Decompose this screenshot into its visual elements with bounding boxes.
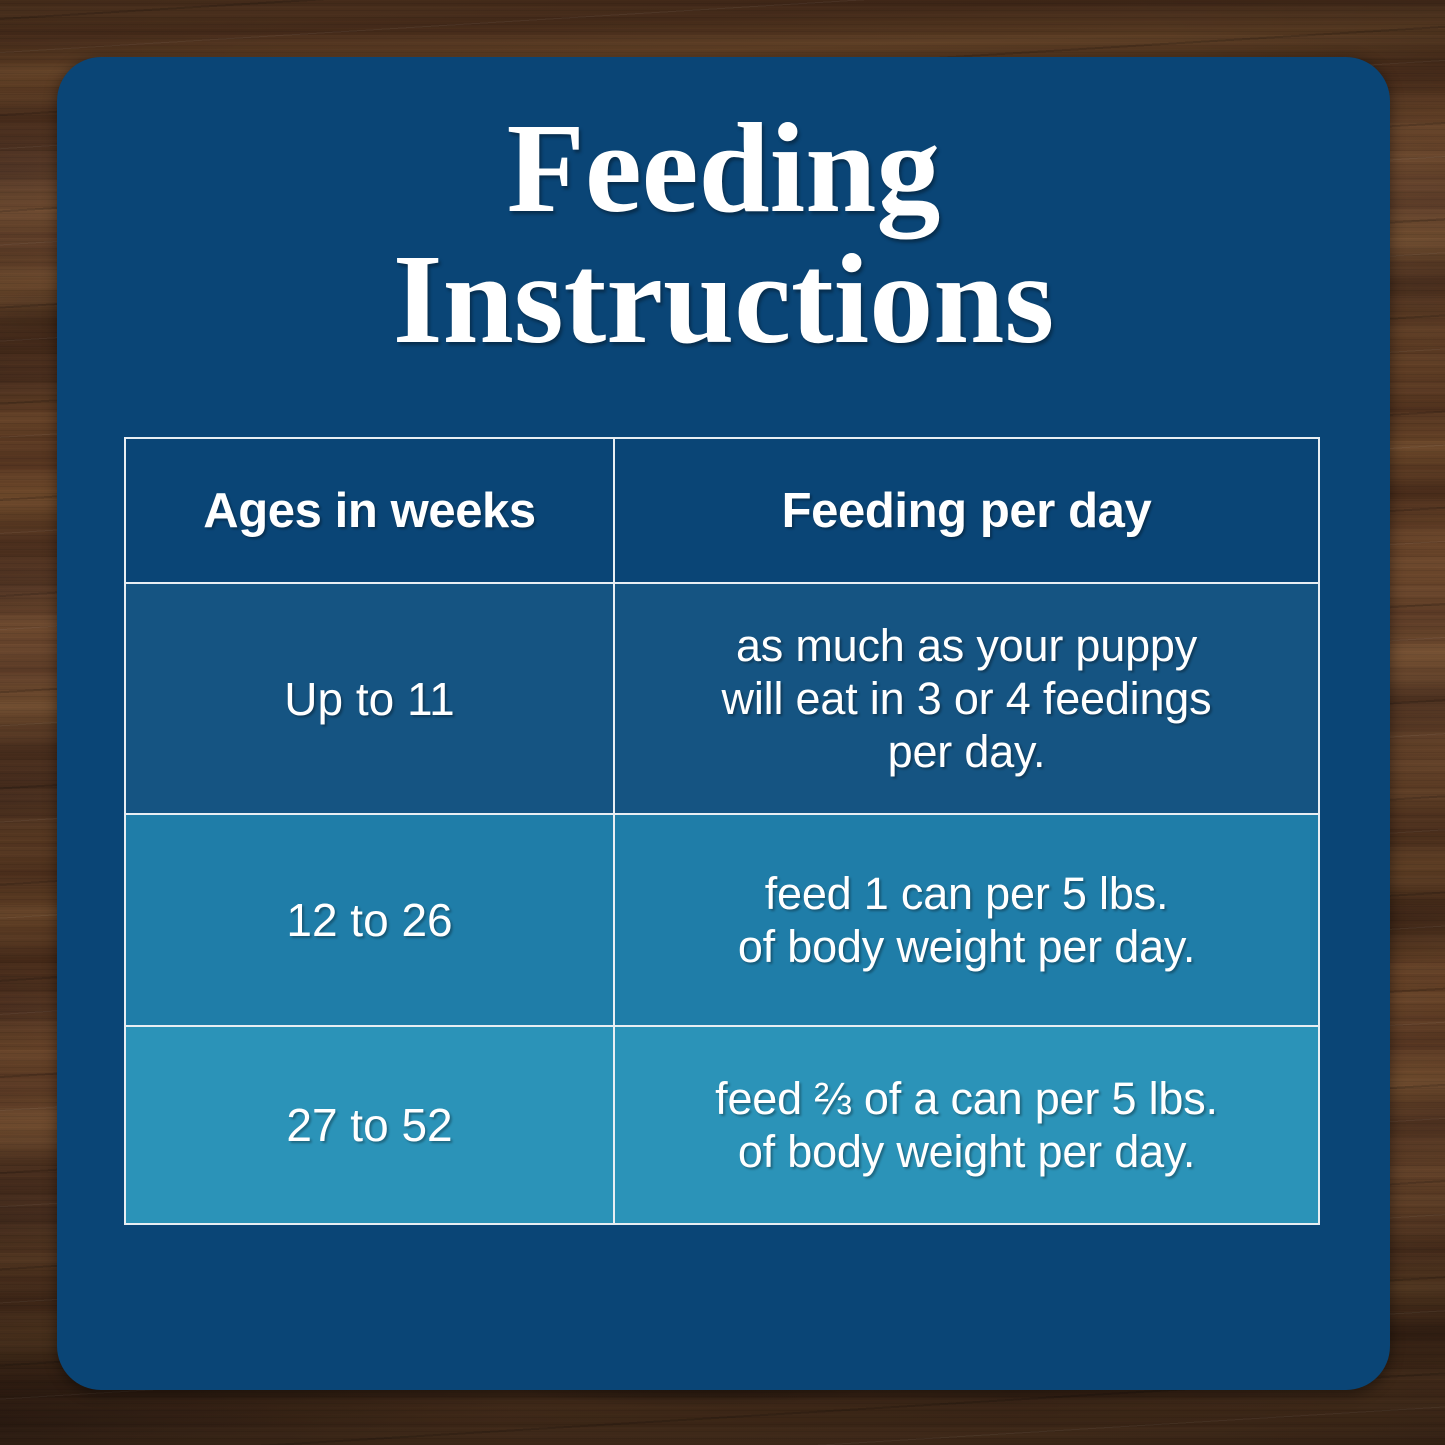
cell-feeding-amount: as much as your puppy will eat in 3 or 4…: [613, 582, 1320, 815]
cell-feeding-amount: feed 1 can per 5 lbs. of body weight per…: [613, 813, 1320, 1027]
cell-age-range: Up to 11: [124, 582, 615, 815]
table-row: 27 to 52 feed ⅔ of a can per 5 lbs. of b…: [124, 1025, 1320, 1225]
table-header-row: Ages in weeks Feeding per day: [124, 437, 1320, 584]
page-title: Feeding Instructions: [392, 97, 1055, 370]
feeding-instructions-table: Ages in weeks Feeding per day Up to 11 a…: [124, 437, 1320, 1225]
cell-age-range: 12 to 26: [124, 813, 615, 1027]
table-row: Up to 11 as much as your puppy will eat …: [124, 582, 1320, 815]
column-header-feeding: Feeding per day: [613, 437, 1320, 584]
cell-age-range: 27 to 52: [124, 1025, 615, 1225]
feeding-instructions-card: Feeding Instructions Ages in weeks Feedi…: [57, 57, 1390, 1390]
table-row: 12 to 26 feed 1 can per 5 lbs. of body w…: [124, 813, 1320, 1027]
cell-feeding-amount: feed ⅔ of a can per 5 lbs. of body weigh…: [613, 1025, 1320, 1225]
column-header-ages: Ages in weeks: [124, 437, 615, 584]
